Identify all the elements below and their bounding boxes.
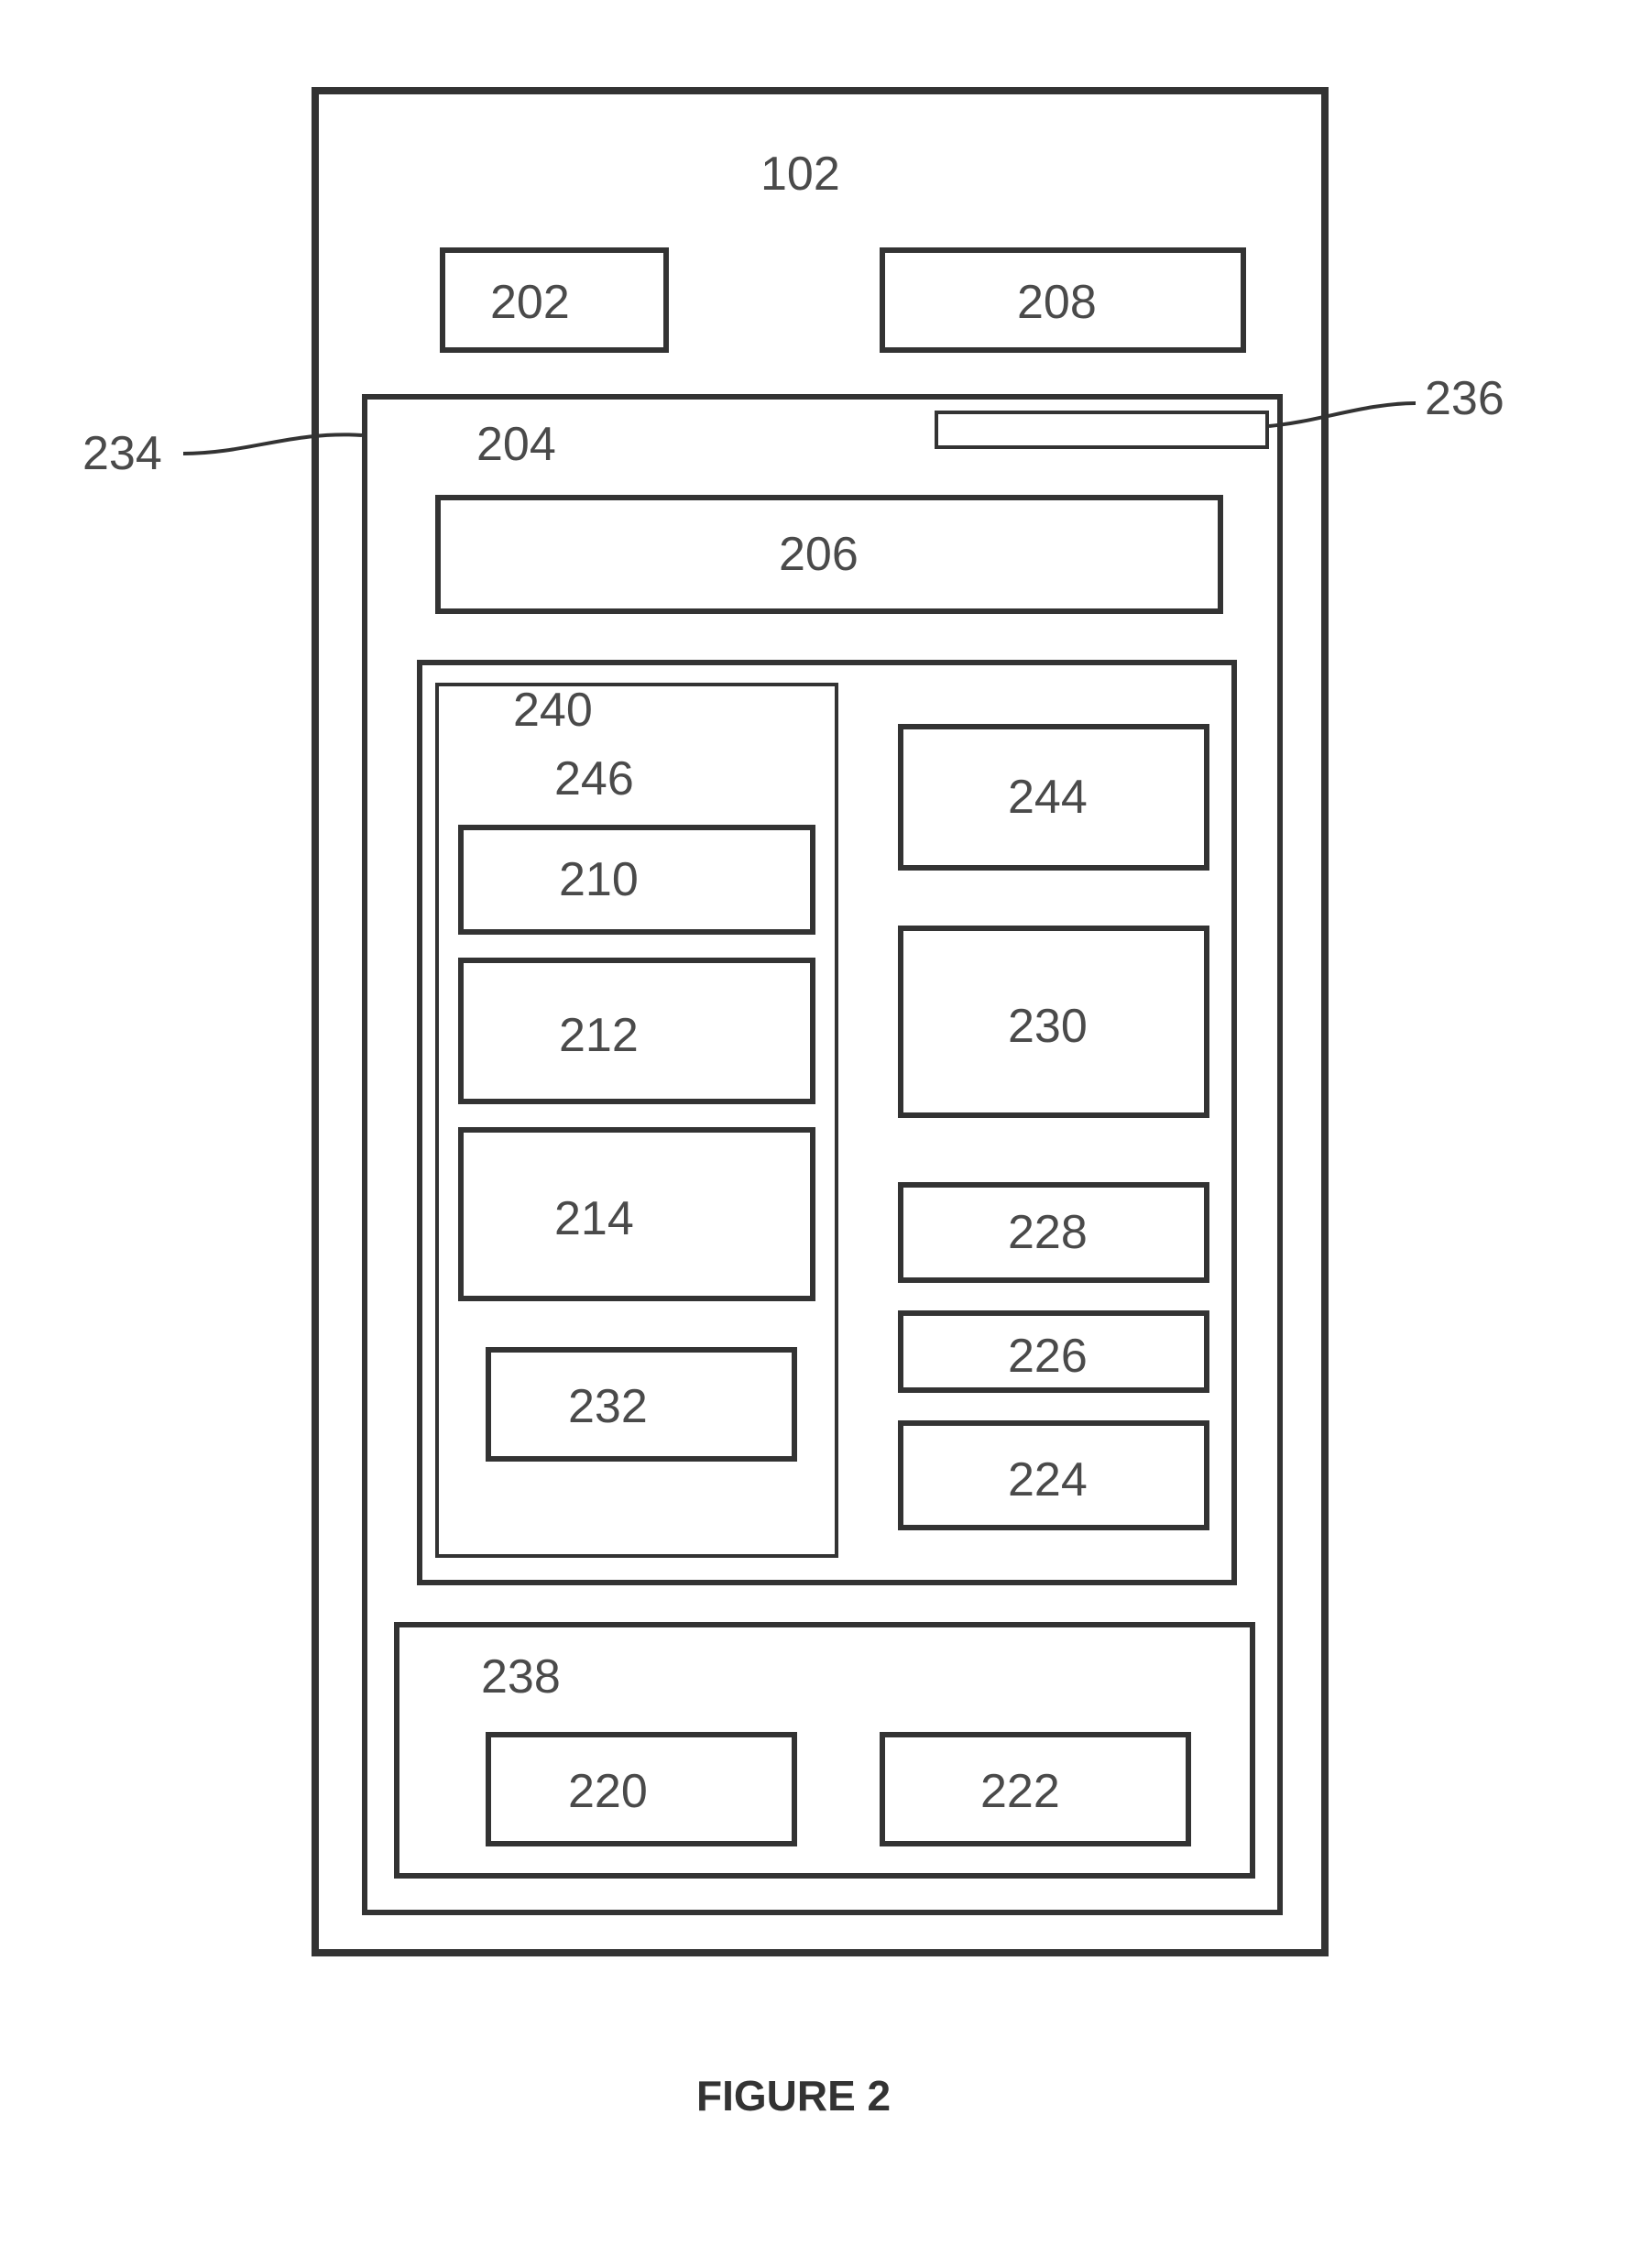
label-244: 244	[1008, 770, 1088, 825]
figure-canvas: 102 202 208 204 206 240 246 210 212 214 …	[0, 0, 1630, 2268]
label-202: 202	[490, 275, 570, 330]
label-210: 210	[559, 852, 639, 907]
label-238: 238	[481, 1649, 561, 1704]
label-234-callout: 234	[82, 426, 162, 481]
label-232: 232	[568, 1379, 648, 1434]
label-230: 230	[1008, 999, 1088, 1054]
label-228: 228	[1008, 1205, 1088, 1260]
label-226: 226	[1008, 1329, 1088, 1384]
figure-caption: FIGURE 2	[696, 2071, 891, 2120]
label-220: 220	[568, 1764, 648, 1819]
label-224: 224	[1008, 1452, 1088, 1507]
label-208: 208	[1017, 275, 1097, 330]
label-214: 214	[554, 1191, 634, 1246]
label-236-callout: 236	[1425, 371, 1504, 426]
label-240: 240	[513, 683, 593, 738]
label-102: 102	[760, 147, 840, 202]
label-222: 222	[980, 1764, 1060, 1819]
label-204: 204	[476, 417, 556, 472]
label-246: 246	[554, 751, 634, 806]
label-212: 212	[559, 1008, 639, 1063]
label-206: 206	[779, 527, 859, 582]
connector-236	[0, 0, 1630, 2268]
